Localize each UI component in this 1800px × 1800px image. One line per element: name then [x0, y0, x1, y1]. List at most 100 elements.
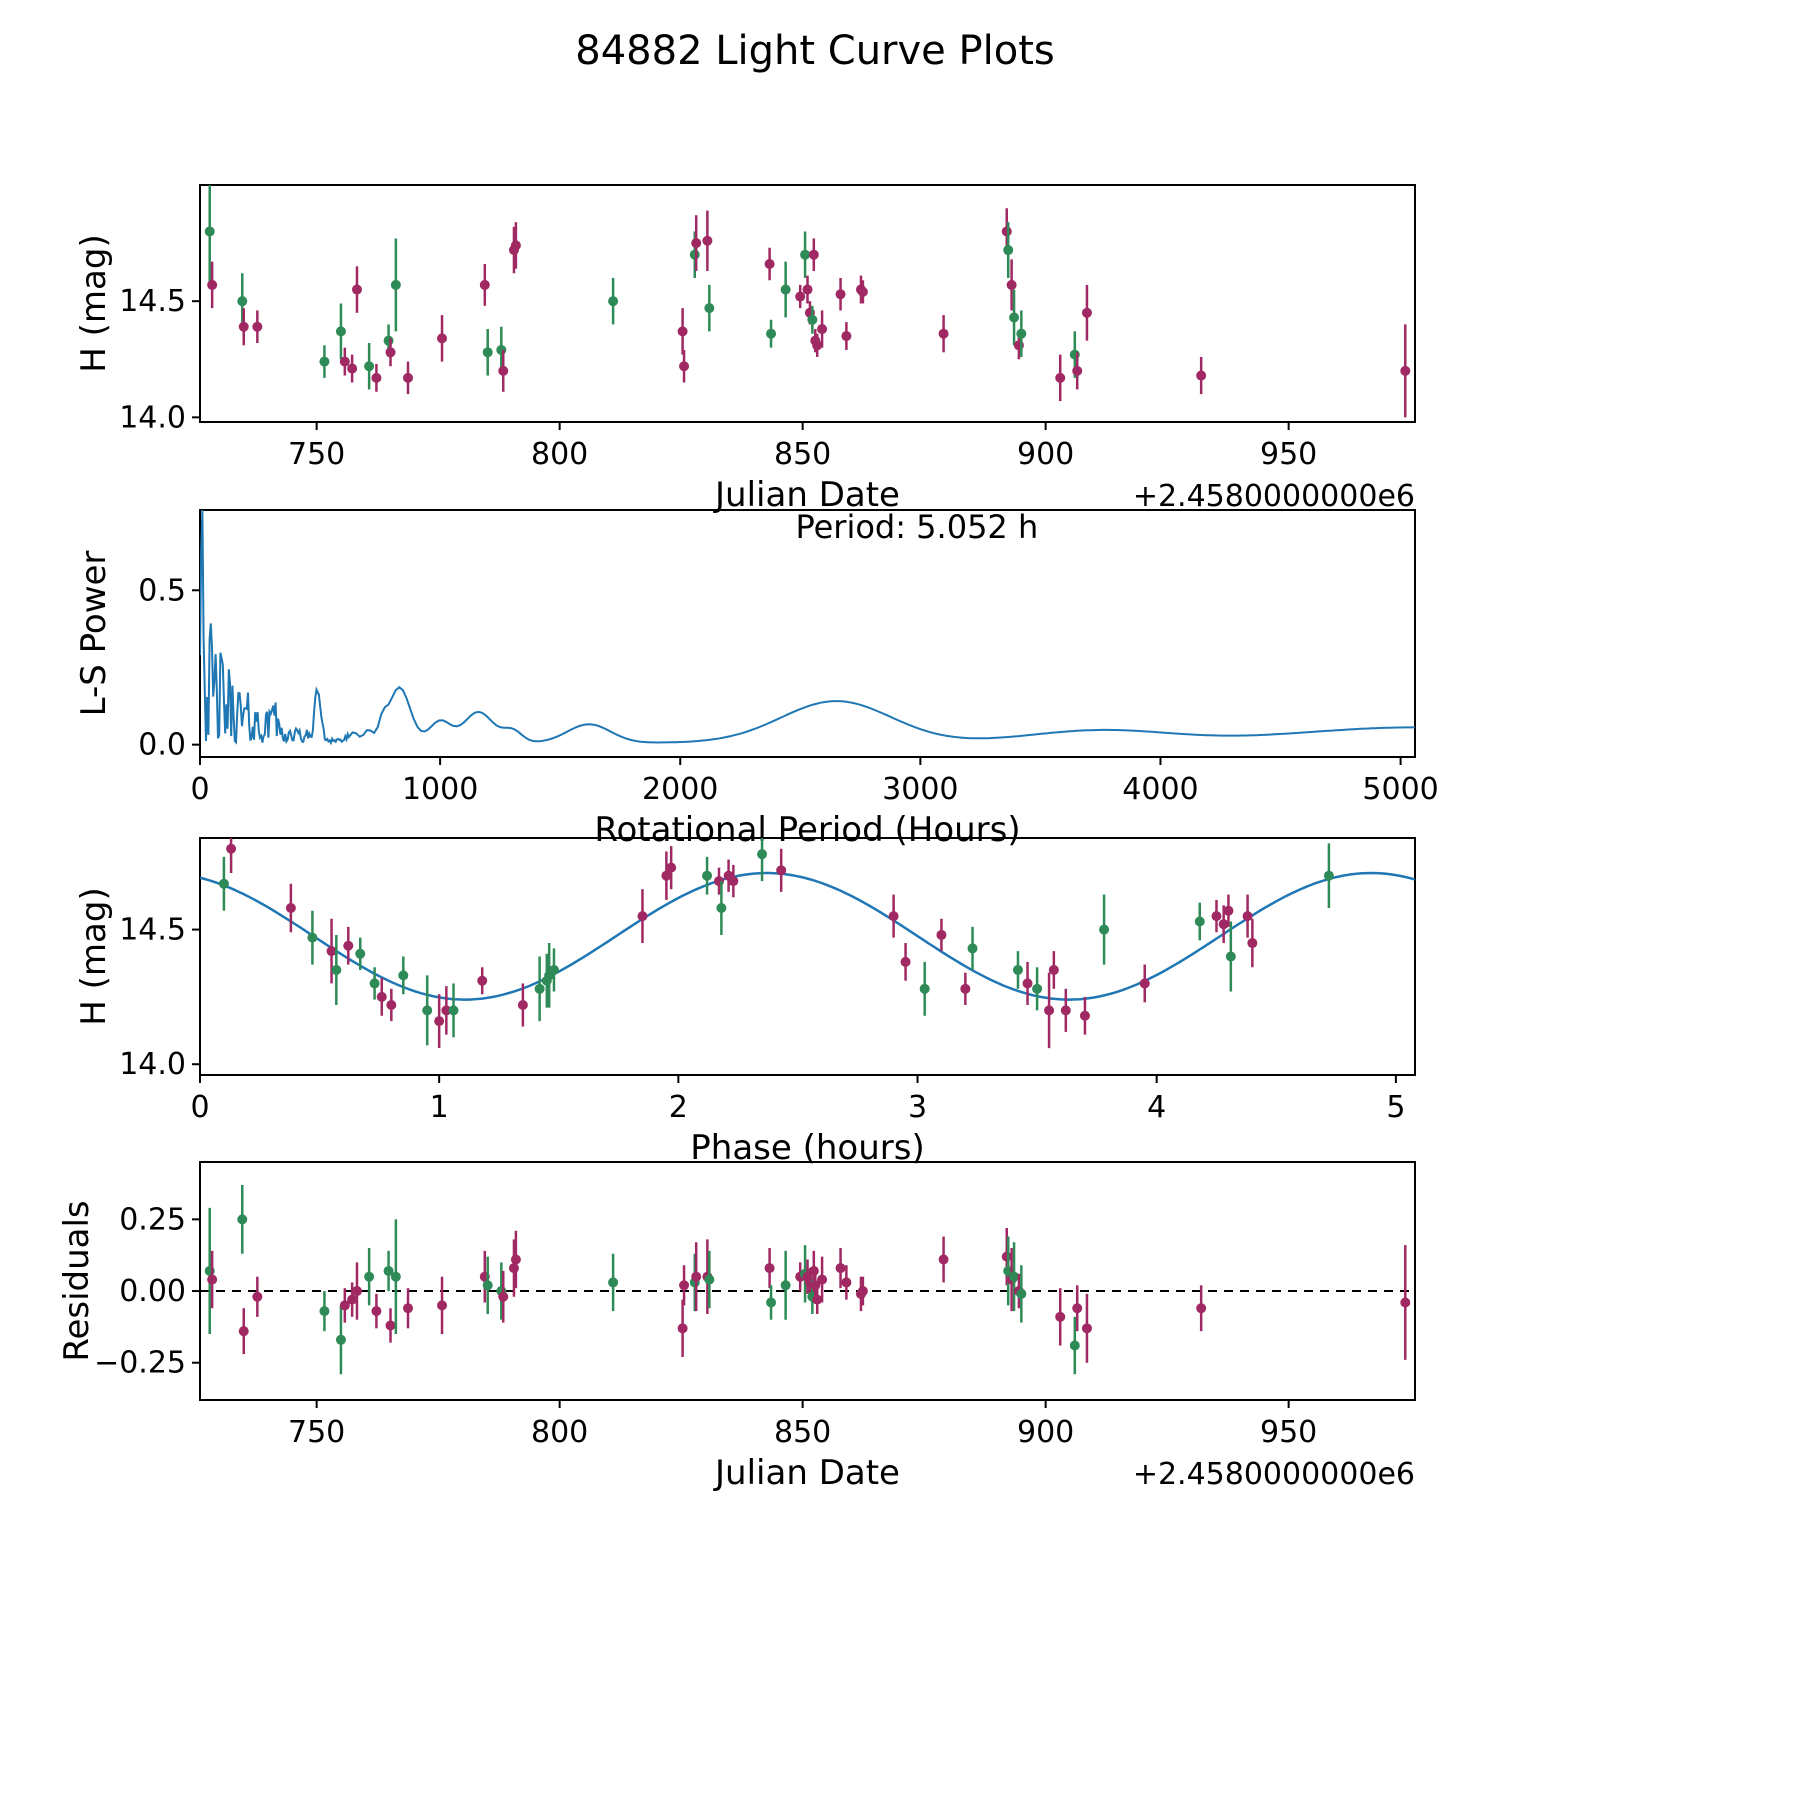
y-tick-label: 14.0 [119, 400, 186, 435]
data-point [1044, 1005, 1055, 1016]
data-point [1400, 1297, 1411, 1308]
x-tick-label: 2 [669, 1090, 688, 1125]
data-point [347, 363, 358, 374]
data-point [548, 964, 559, 975]
x-tick-label: 3 [908, 1090, 927, 1125]
data-point [728, 876, 739, 887]
data-point [1055, 1311, 1066, 1322]
y-tick-label: 0.5 [138, 573, 186, 608]
data-point [351, 284, 362, 295]
data-point [339, 356, 350, 367]
data-point [936, 929, 947, 940]
data-point [800, 249, 811, 260]
data-point [371, 1306, 382, 1317]
data-point [702, 235, 713, 246]
data-point [808, 1265, 819, 1276]
data-point [1069, 1340, 1080, 1351]
data-point [1196, 1303, 1207, 1314]
data-point [482, 347, 493, 358]
data-point [441, 1005, 452, 1016]
data-point [508, 1263, 519, 1274]
data-point [679, 361, 690, 372]
data-point [1022, 978, 1033, 989]
y-tick-label: 0.0 [138, 728, 186, 763]
data-point [1211, 911, 1222, 922]
data-point [637, 911, 648, 922]
period-annotation: Period: 5.052 h [795, 508, 1038, 546]
data-point [817, 324, 828, 335]
data-point [795, 291, 806, 302]
data-point [1032, 983, 1043, 994]
x-tick-label: 750 [288, 1415, 345, 1450]
data-point [689, 249, 700, 260]
data-point [403, 372, 414, 383]
data-point [1001, 226, 1012, 237]
data-point [1099, 924, 1110, 935]
data-point [938, 1254, 949, 1265]
panel-lightcurve: 750 800 850 900 950 14.0 14.5 Julian Date +2.458… [74, 184, 1416, 515]
data-point [238, 1326, 249, 1337]
data-point [677, 1323, 688, 1334]
x-tick-label: 1 [430, 1090, 449, 1125]
x-tick-label: 950 [1260, 1415, 1317, 1450]
x-axis-offset-text: +2.4580000000e6 [1133, 479, 1415, 514]
figure-title: 84882 Light Curve Plots [575, 28, 1055, 74]
x-tick-label: 800 [531, 1415, 588, 1450]
data-point [479, 279, 490, 290]
data-point [776, 865, 787, 876]
data-point [331, 964, 342, 975]
data-point [812, 340, 823, 351]
data-point [857, 1286, 868, 1297]
data-point [1012, 964, 1023, 975]
data-point [226, 843, 237, 854]
data-point [390, 1271, 401, 1282]
data-point [204, 226, 215, 237]
data-point [371, 372, 382, 383]
x-tick-label: 850 [774, 437, 831, 472]
data-point [888, 911, 899, 922]
axes-frame [199, 1161, 1416, 1401]
data-point [437, 1300, 448, 1311]
data-point [679, 1280, 690, 1291]
y-tick-label: 0.25 [119, 1202, 186, 1237]
data-point [319, 1306, 330, 1317]
data-point [285, 903, 296, 914]
x-tick-label: 800 [531, 437, 588, 472]
data-point [319, 356, 330, 367]
panel-periodogram: 0 1000 2000 3000 4000 5000 0.0 0.5 Rotational Pe… [74, 508, 1439, 850]
data-point [369, 978, 380, 989]
data-point [237, 296, 248, 307]
data-point [1055, 372, 1066, 383]
data-point [403, 1303, 414, 1314]
axes-frame [199, 509, 1416, 758]
data-point [1225, 951, 1236, 962]
data-point [807, 314, 818, 325]
y-axis-label: L-S Power [74, 551, 114, 717]
x-axis-label: Rotational Period (Hours) [594, 810, 1020, 850]
x-tick-label: 950 [1260, 437, 1317, 472]
data-point [702, 870, 713, 881]
data-point [434, 1016, 445, 1027]
data-point [238, 321, 249, 332]
data-point [218, 878, 229, 889]
x-tick-label: 4000 [1122, 772, 1198, 807]
y-axis-label: H (mag) [74, 234, 114, 372]
data-point [398, 970, 409, 981]
data-point [900, 956, 911, 967]
data-point [1060, 1005, 1071, 1016]
data-point [1196, 370, 1207, 381]
data-point [1072, 1303, 1083, 1314]
data-point [252, 1291, 263, 1302]
data-point [835, 289, 846, 300]
data-point [691, 238, 702, 249]
y-tick-label: 14.0 [119, 1047, 186, 1082]
data-point [390, 279, 401, 290]
data-point [704, 1274, 715, 1285]
x-tick-label: 1000 [402, 772, 478, 807]
data-point [1247, 938, 1258, 949]
data-point [335, 326, 346, 337]
data-point [307, 932, 318, 943]
data-point [1400, 365, 1411, 376]
data-point [252, 321, 263, 332]
